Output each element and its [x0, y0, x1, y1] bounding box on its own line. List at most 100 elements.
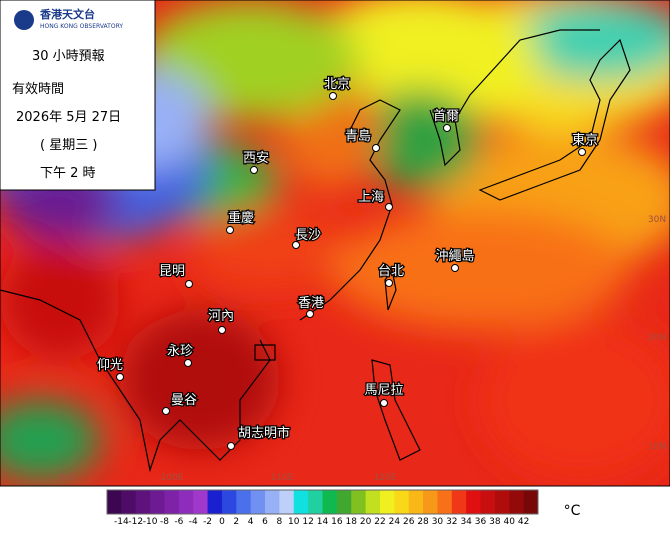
city-label: 上海 — [358, 190, 384, 205]
colorbar-swatch — [207, 490, 223, 514]
city-dot — [218, 326, 226, 334]
city-label: 仰光 — [97, 358, 123, 373]
colorbar-tick-label: -8 — [160, 517, 169, 527]
colorbar-tick-label: 36 — [475, 517, 487, 527]
colorbar-tick-label: 34 — [460, 517, 472, 527]
colorbar-swatch — [494, 490, 510, 514]
colorbar-swatch — [523, 490, 539, 514]
colorbar-frame — [106, 489, 539, 515]
colorbar-swatch — [480, 490, 496, 514]
colorbar-swatch — [394, 490, 410, 514]
city-dot — [306, 310, 314, 318]
colorbar-swatch — [437, 490, 453, 514]
colorbar-tick-label: -10 — [143, 517, 158, 527]
city-dot — [578, 148, 586, 156]
city-dot — [184, 359, 192, 367]
city-label: 東京 — [572, 132, 598, 148]
colorbar-tick-label: 0 — [219, 517, 225, 527]
colorbar-tick-label: 12 — [302, 517, 313, 527]
city-dot — [292, 241, 300, 249]
colorbar-tick-label: 4 — [248, 517, 254, 527]
colorbar-tick-label: 24 — [389, 517, 401, 527]
logo-en: HONG KONG OBSERVATORY — [40, 23, 123, 30]
grid-label: 10N — [648, 442, 666, 452]
city-label: 重慶 — [228, 210, 254, 226]
coastlines — [0, 29, 631, 473]
info-box: 香港天文台 HONG KONG OBSERVATORY 30 小時預報 有效時間… — [0, 0, 156, 191]
map-frame — [0, 0, 670, 487]
city-dot — [385, 203, 393, 211]
colorbar-tick-label: -14 — [114, 517, 129, 527]
city-label: 曼谷 — [171, 393, 197, 408]
colorbar-swatch — [322, 490, 338, 514]
city-label: 胡志明市 — [238, 425, 290, 441]
colorbar-swatch — [164, 490, 180, 514]
colorbar-swatch — [279, 490, 295, 514]
colorbar-swatch — [265, 490, 280, 514]
colorbar-swatch — [293, 490, 309, 514]
city-dot — [162, 407, 170, 415]
colorbar-swatch — [178, 490, 194, 514]
colorbar-unit: °C — [564, 503, 581, 519]
colorbar-tick-label: -4 — [189, 517, 198, 527]
colorbar-tick-label: 2 — [233, 517, 239, 527]
colorbar-swatch — [236, 490, 252, 514]
colorbar-swatch — [423, 490, 438, 514]
city-label: 香港 — [298, 296, 324, 311]
grid-label: 90E — [59, 473, 76, 483]
colorbar-tick-label: 8 — [277, 517, 283, 527]
colorbar-swatch — [150, 490, 165, 514]
city-label: 沖繩島 — [435, 249, 474, 264]
colorbar-swatch — [121, 490, 137, 514]
city-dot — [380, 399, 388, 407]
city-label: 台北 — [378, 264, 404, 279]
city-dot — [451, 264, 459, 272]
city-label: 首爾 — [433, 109, 459, 124]
weekday: ( 星期三 ) — [40, 138, 97, 153]
colorbar-swatch — [135, 490, 151, 514]
grid-label: 110E — [271, 473, 294, 483]
city-dot — [227, 442, 235, 450]
info-box-bg — [0, 0, 156, 191]
city-dot — [372, 144, 380, 152]
colorbar-tick-label: 16 — [331, 517, 343, 527]
city-dot — [226, 226, 234, 234]
city-label: 馬尼拉 — [364, 383, 403, 398]
city-label: 永珍 — [167, 344, 193, 359]
city-dot — [116, 373, 124, 381]
city-label: 青島 — [345, 129, 371, 144]
city-label: 河內 — [208, 309, 234, 324]
colorbar-swatch — [379, 490, 395, 514]
city-label: 昆明 — [159, 264, 185, 279]
city-dot — [185, 280, 193, 288]
colorbar-swatch — [193, 490, 209, 514]
valid-label: 有效時間 — [12, 82, 64, 97]
colorbar-swatch — [466, 490, 482, 514]
colorbar-swatch — [351, 490, 367, 514]
colorbar-tick-label: 26 — [403, 517, 415, 527]
logo-zh: 香港天文台 — [39, 7, 95, 21]
colorbar-tick-label: 18 — [346, 517, 358, 527]
colorbar-tick-label: 10 — [288, 517, 300, 527]
colorbar-tick-label: 20 — [360, 517, 372, 527]
grid-label: 120E — [374, 473, 397, 483]
colorbar-tick-label: 22 — [374, 517, 385, 527]
colorbar-tick-label: -12 — [128, 517, 143, 527]
city-dot — [329, 92, 337, 100]
colorbar-tick-label: -6 — [174, 517, 183, 527]
colorbar-tick-label: 32 — [446, 517, 457, 527]
colorbar-tick-label: 14 — [317, 517, 329, 527]
city-dot — [385, 279, 393, 287]
colorbar-swatch — [250, 490, 266, 514]
city-label: 西安 — [243, 151, 269, 166]
colorbar-tick-label: 40 — [504, 517, 516, 527]
date: 2026年 5月 27日 — [16, 110, 121, 125]
grid-label: 30N — [648, 215, 666, 225]
colorbar-tick-label: 6 — [262, 517, 268, 527]
colorbar-swatch — [365, 490, 381, 514]
colorbar-swatch — [408, 490, 424, 514]
colorbar-tick-label: -2 — [203, 517, 212, 527]
city-dot — [443, 124, 451, 132]
time: 下午 2 時 — [40, 166, 96, 181]
